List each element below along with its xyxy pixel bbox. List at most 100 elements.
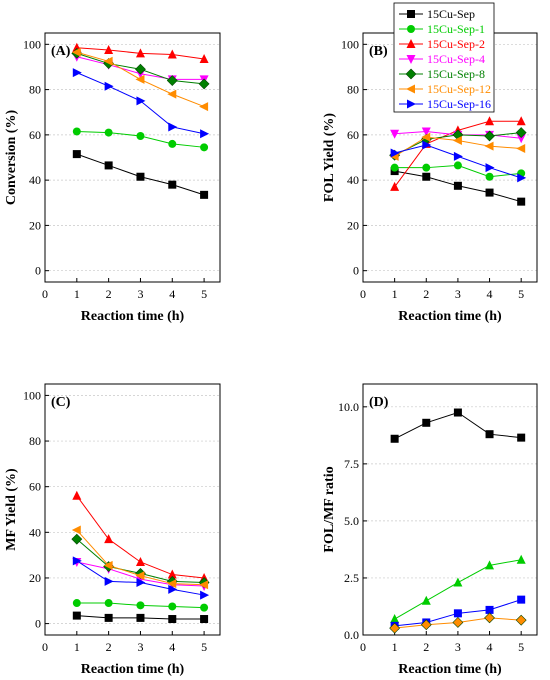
y-tick-label: 0: [35, 617, 41, 631]
data-point: [517, 595, 526, 604]
legend-item: 15Cu-Sep-1: [399, 22, 485, 36]
data-point: [168, 602, 177, 611]
y-tick-label: 80: [347, 83, 359, 97]
legend-marker: [405, 68, 417, 80]
series-15cu-sep-12: [389, 612, 527, 634]
data-point: [72, 556, 82, 566]
legend-item: 15Cu-Sep-12: [399, 82, 491, 96]
y-tick-label: 100: [341, 37, 359, 51]
data-point: [485, 605, 494, 614]
data-point: [515, 127, 527, 139]
series-15cu-sep-1: [72, 127, 209, 152]
legend-item: 15Cu-Sep-2: [399, 37, 485, 51]
data-point: [136, 613, 145, 622]
data-point: [167, 49, 177, 59]
series-15cu-sep-16: [72, 556, 210, 600]
x-tick-label: 5: [201, 287, 207, 301]
panel-label: (A): [51, 44, 71, 59]
y-tick-label: 80: [29, 83, 41, 97]
data-point: [71, 525, 81, 535]
y-tick-label: 80: [29, 434, 41, 448]
data-point: [199, 580, 209, 590]
data-point: [485, 560, 495, 570]
data-point: [199, 54, 209, 64]
data-point: [71, 47, 81, 57]
data-point: [200, 590, 210, 600]
series-15cu-sep: [72, 611, 209, 624]
x-tick-label: 0: [42, 640, 48, 654]
data-point: [136, 131, 145, 140]
data-point: [515, 614, 527, 626]
legend-label: 15Cu-Sep-8: [427, 67, 485, 81]
data-point: [485, 116, 495, 126]
y-tick-label: 40: [29, 525, 41, 539]
series-15cu-sep-1: [72, 599, 209, 612]
data-point: [168, 180, 177, 189]
series-15cu-sep: [390, 408, 526, 443]
data-point: [453, 408, 462, 417]
y-tick-label: 0: [35, 264, 41, 278]
data-point: [421, 132, 431, 142]
data-point: [104, 81, 114, 91]
y-tick-label: 20: [347, 218, 359, 232]
data-point: [517, 173, 527, 183]
legend-item: 15Cu-Sep-16: [399, 97, 491, 111]
x-tick-label: 4: [169, 640, 175, 654]
data-point: [390, 148, 400, 158]
x-tick-label: 3: [455, 640, 461, 654]
x-tick-label: 1: [74, 640, 80, 654]
data-point: [422, 172, 431, 181]
data-point: [453, 161, 462, 170]
data-point: [135, 63, 146, 75]
data-point: [200, 603, 209, 612]
x-tick-label: 2: [106, 640, 112, 654]
series-15cu-sep-16: [390, 140, 527, 183]
x-tick-label: 0: [360, 287, 366, 301]
series-15cu-sep-12: [71, 47, 209, 112]
data-point: [167, 579, 177, 589]
data-point: [390, 163, 399, 172]
x-tick-label: 4: [169, 287, 175, 301]
x-tick-label: 0: [360, 640, 366, 654]
data-point: [200, 143, 209, 152]
legend-item: 15Cu-Sep-4: [399, 52, 485, 66]
data-point: [135, 571, 145, 581]
series-15cu-sep-12: [71, 525, 209, 590]
x-tick-label: 2: [423, 287, 429, 301]
data-point: [485, 172, 494, 181]
data-point: [168, 615, 177, 624]
x-axis-title: Reaction time (h): [81, 662, 185, 677]
data-point: [136, 172, 145, 181]
y-tick-label: 40: [347, 173, 359, 187]
data-point: [72, 150, 81, 159]
x-tick-label: 5: [201, 640, 207, 654]
data-point: [166, 75, 178, 86]
data-point: [453, 577, 463, 587]
x-tick-label: 3: [137, 640, 143, 654]
legend-label: 15Cu-Sep: [427, 7, 475, 21]
x-tick-label: 1: [74, 287, 80, 301]
data-point: [517, 433, 526, 442]
data-point: [72, 127, 81, 136]
legend: 15Cu-Sep15Cu-Sep-115Cu-Sep-215Cu-Sep-415…: [393, 2, 495, 113]
x-axis-title: Reaction time (h): [398, 309, 502, 324]
data-point: [167, 89, 177, 99]
y-tick-label: 5.0: [344, 514, 359, 528]
data-point: [485, 188, 494, 197]
legend-marker: [406, 84, 415, 94]
data-point: [390, 614, 400, 624]
data-point: [390, 434, 399, 443]
data-point: [484, 141, 494, 151]
data-point: [135, 48, 145, 58]
data-point: [200, 615, 209, 624]
legend-marker: [407, 10, 415, 18]
data-point: [167, 569, 177, 579]
data-point: [390, 181, 400, 191]
legend-label: 15Cu-Sep-12: [427, 82, 491, 96]
series-15cu-sep-1: [390, 161, 526, 181]
data-point: [516, 116, 526, 126]
data-point: [104, 599, 113, 608]
data-point: [516, 134, 526, 144]
data-point: [135, 74, 145, 84]
y-tick-label: 7.5: [344, 457, 359, 471]
